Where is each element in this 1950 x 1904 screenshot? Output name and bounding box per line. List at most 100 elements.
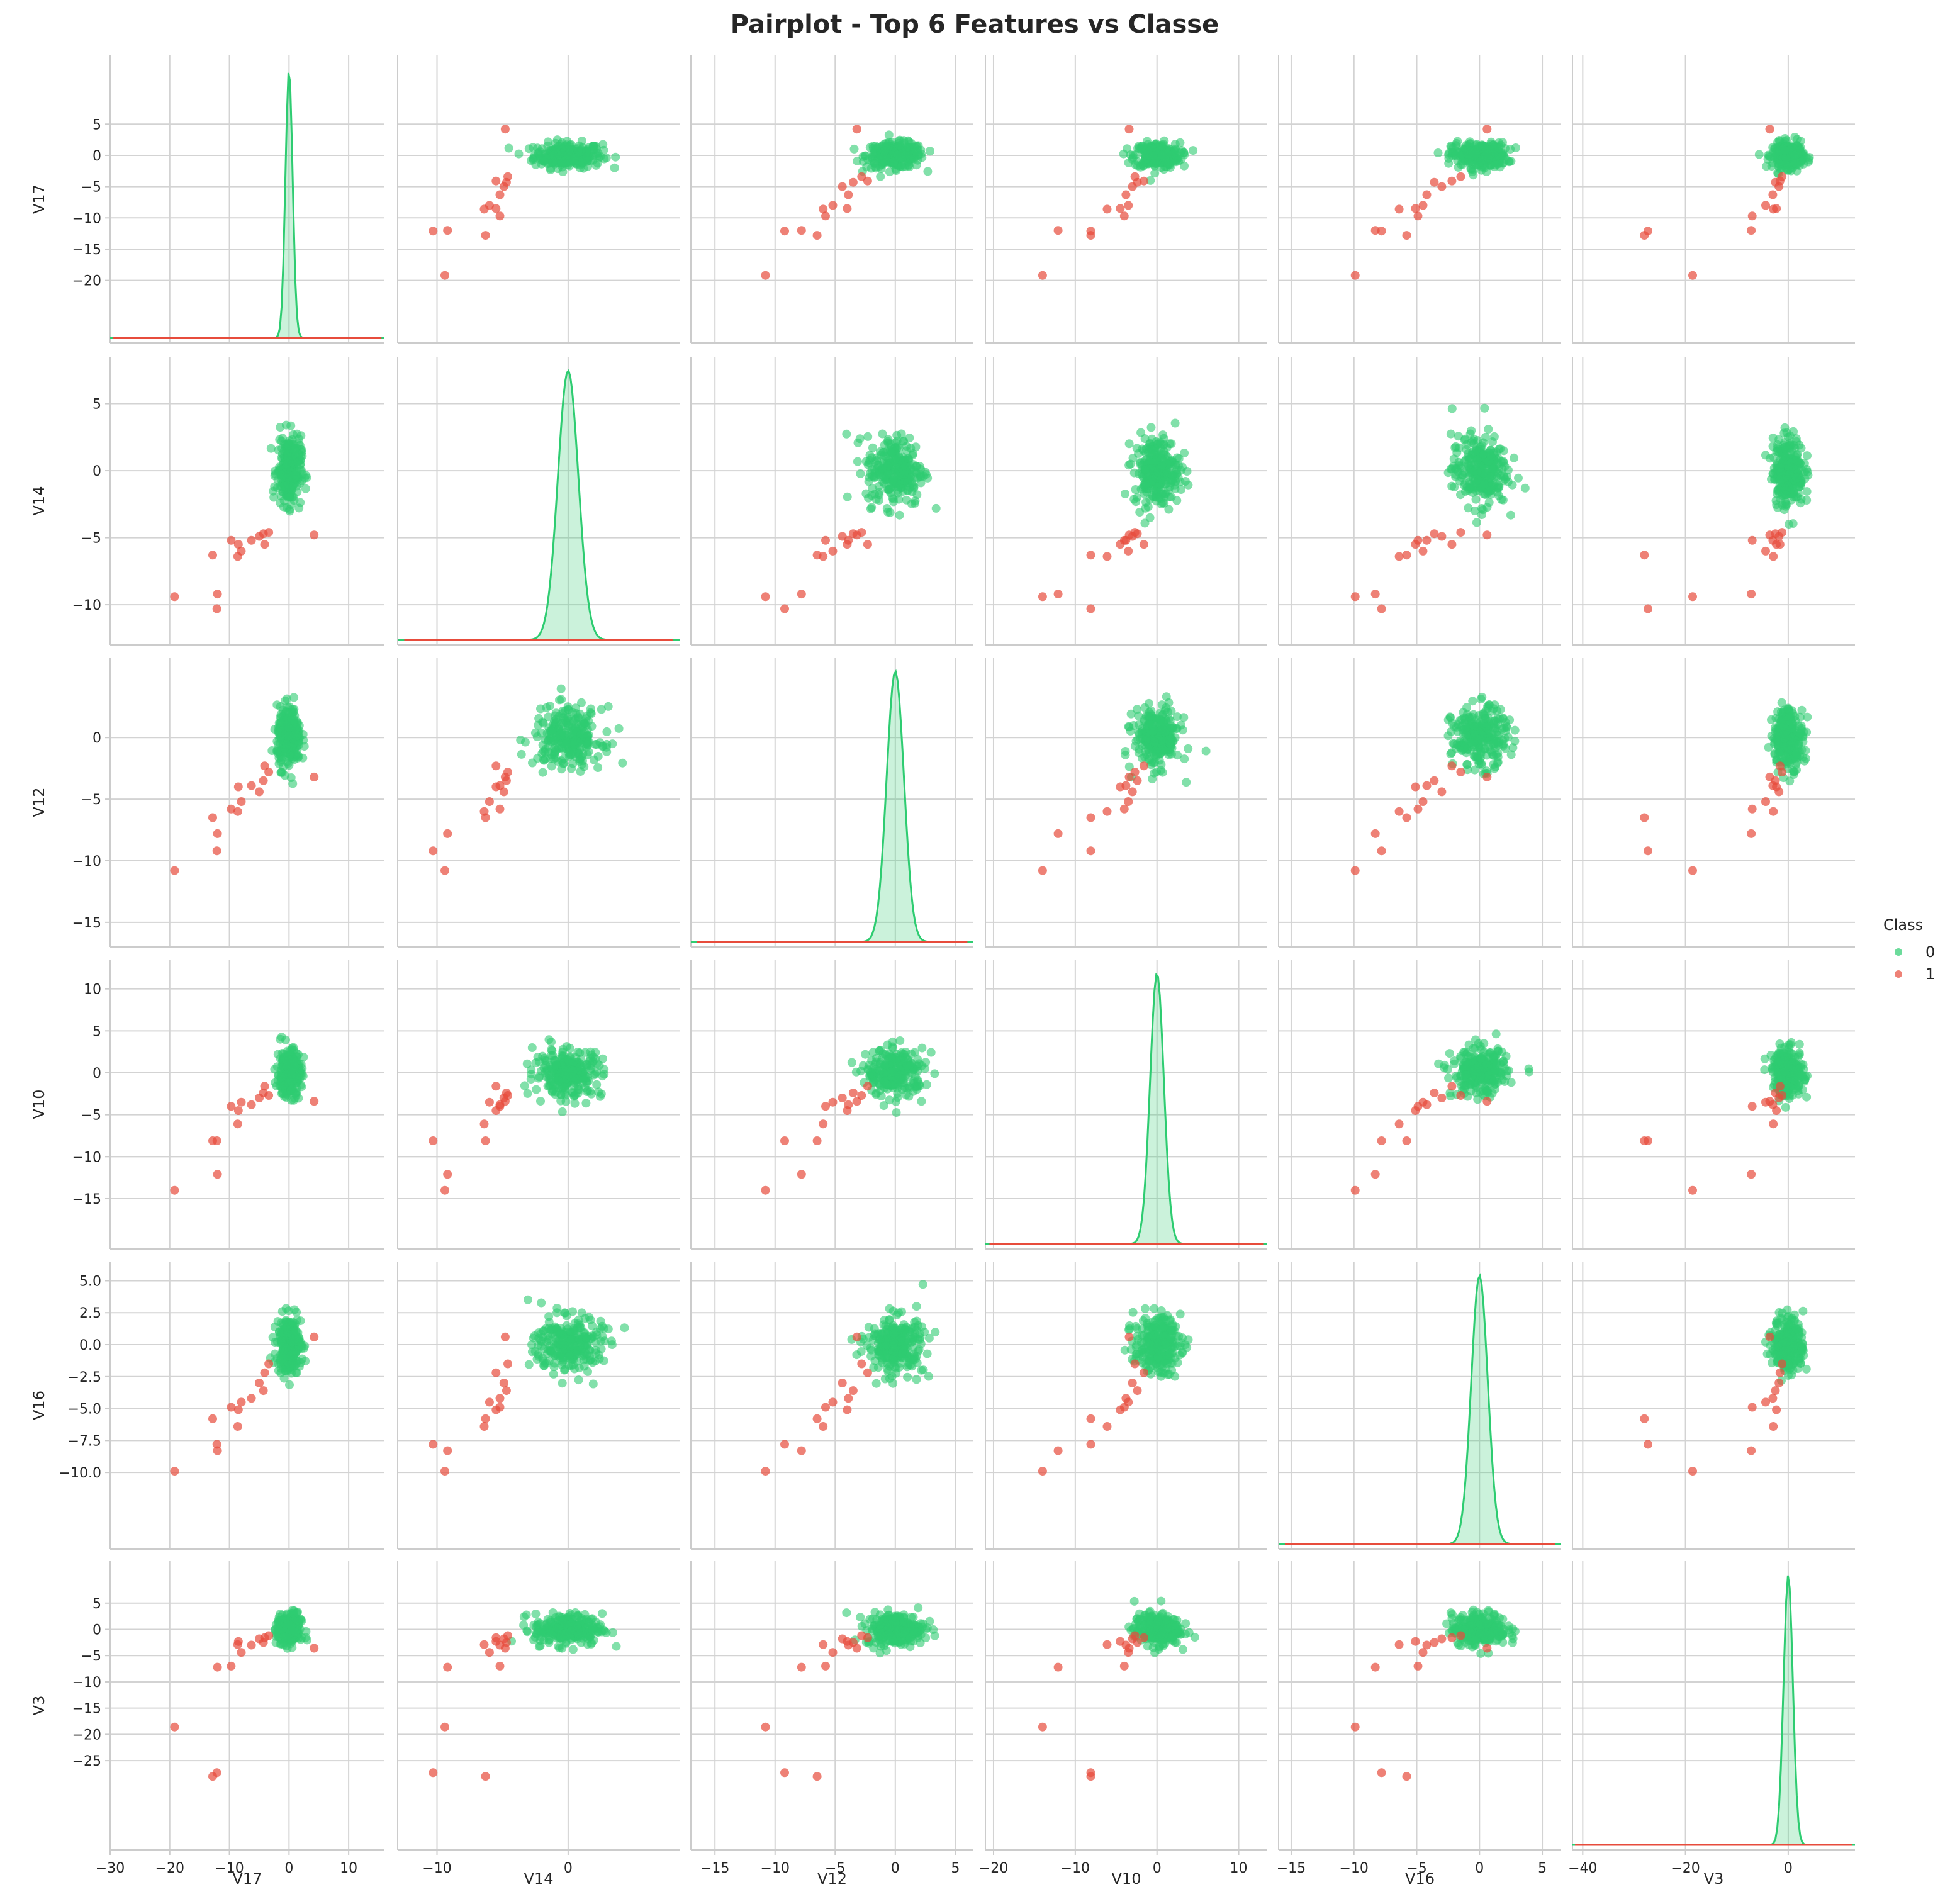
point-class-0 <box>527 1070 536 1079</box>
point-class-0 <box>1480 464 1489 474</box>
point-class-1 <box>1377 604 1386 613</box>
point-class-0 <box>566 750 576 759</box>
point-class-0 <box>1510 453 1519 462</box>
point-class-0 <box>583 711 592 720</box>
y-tick-label: 5 <box>92 117 101 133</box>
panel-V17-vs-V16 <box>1278 55 1561 344</box>
point-class-1 <box>761 271 770 280</box>
point-class-0 <box>1158 498 1167 507</box>
point-class-1 <box>1139 176 1148 186</box>
point-class-1 <box>1418 546 1428 556</box>
point-class-0 <box>284 724 293 733</box>
point-class-1 <box>208 1136 217 1145</box>
point-class-0 <box>1480 403 1489 413</box>
point-class-0 <box>1774 485 1783 495</box>
point-class-0 <box>567 764 576 773</box>
point-class-1 <box>495 211 505 221</box>
kde-line-class-0 <box>691 669 973 943</box>
point-class-0 <box>1488 707 1497 716</box>
point-class-0 <box>1803 712 1812 722</box>
point-class-0 <box>539 719 548 728</box>
panel-V17-vs-V3 <box>1572 55 1855 344</box>
point-class-0 <box>1149 485 1158 495</box>
point-class-0 <box>1444 154 1454 163</box>
point-class-0 <box>552 1060 561 1070</box>
point-class-0 <box>571 153 580 162</box>
point-class-1 <box>1422 781 1432 790</box>
point-class-1 <box>495 804 505 814</box>
point-class-1 <box>1447 176 1457 186</box>
point-class-1 <box>1747 804 1757 814</box>
point-class-0 <box>559 759 568 768</box>
point-class-0 <box>892 436 902 445</box>
panel-V14-vs-V10 <box>985 357 1267 646</box>
point-class-0 <box>1754 150 1764 159</box>
point-class-0 <box>296 456 305 465</box>
point-class-0 <box>1157 760 1166 770</box>
point-class-0 <box>863 155 873 165</box>
point-class-1 <box>1437 787 1447 797</box>
point-class-1 <box>1765 530 1774 540</box>
y-tick-label: 0 <box>92 464 101 479</box>
point-class-0 <box>532 732 542 741</box>
point-class-0 <box>1788 519 1798 529</box>
point-class-0 <box>1794 464 1803 474</box>
point-class-0 <box>582 1087 591 1096</box>
point-class-1 <box>491 761 501 771</box>
point-class-1 <box>1411 204 1420 213</box>
point-class-0 <box>602 727 612 736</box>
point-class-0 <box>556 684 566 693</box>
point-class-1 <box>1370 829 1380 838</box>
point-class-0 <box>557 160 566 169</box>
point-class-0 <box>1467 152 1476 161</box>
point-class-0 <box>592 148 601 158</box>
point-class-1 <box>1447 540 1457 549</box>
point-class-0 <box>504 143 513 153</box>
point-class-0 <box>547 1087 557 1096</box>
point-class-0 <box>289 1056 298 1065</box>
point-class-0 <box>1783 758 1793 767</box>
point-class-0 <box>1189 146 1198 155</box>
point-class-0 <box>576 729 586 739</box>
point-class-1 <box>499 182 508 191</box>
point-class-0 <box>1184 744 1193 753</box>
point-class-0 <box>276 498 285 508</box>
point-class-1 <box>443 1170 452 1179</box>
point-class-0 <box>272 746 282 756</box>
point-class-0 <box>281 420 291 430</box>
point-class-1 <box>1038 271 1047 280</box>
point-class-0 <box>1180 477 1190 486</box>
point-class-0 <box>885 484 894 494</box>
point-class-0 <box>1777 698 1786 707</box>
point-class-0 <box>581 1074 590 1084</box>
point-class-0 <box>586 1047 595 1056</box>
point-class-0 <box>889 473 899 483</box>
point-class-1 <box>1456 528 1465 537</box>
point-class-1 <box>212 604 221 613</box>
point-class-0 <box>871 143 881 153</box>
point-class-1 <box>843 540 852 549</box>
point-class-1 <box>1128 787 1137 797</box>
point-class-1 <box>1747 226 1756 235</box>
point-class-1 <box>1086 604 1095 613</box>
point-class-1 <box>1053 590 1063 599</box>
point-class-0 <box>292 723 301 732</box>
chart-title: Pairplot - Top 6 Features vs Classe <box>731 10 1219 39</box>
point-class-0 <box>885 167 894 177</box>
point-class-0 <box>1494 731 1503 740</box>
point-class-1 <box>1482 530 1492 540</box>
point-class-1 <box>1394 204 1404 214</box>
point-class-0 <box>1179 148 1189 158</box>
point-class-0 <box>577 720 586 729</box>
point-class-0 <box>1786 440 1796 450</box>
point-class-1 <box>1772 204 1781 213</box>
point-class-1 <box>310 530 319 540</box>
point-class-0 <box>1798 737 1808 746</box>
point-class-0 <box>855 434 865 444</box>
point-class-1 <box>443 226 452 235</box>
point-class-0 <box>282 459 291 469</box>
point-class-0 <box>1780 423 1790 432</box>
point-class-1 <box>1456 768 1465 776</box>
